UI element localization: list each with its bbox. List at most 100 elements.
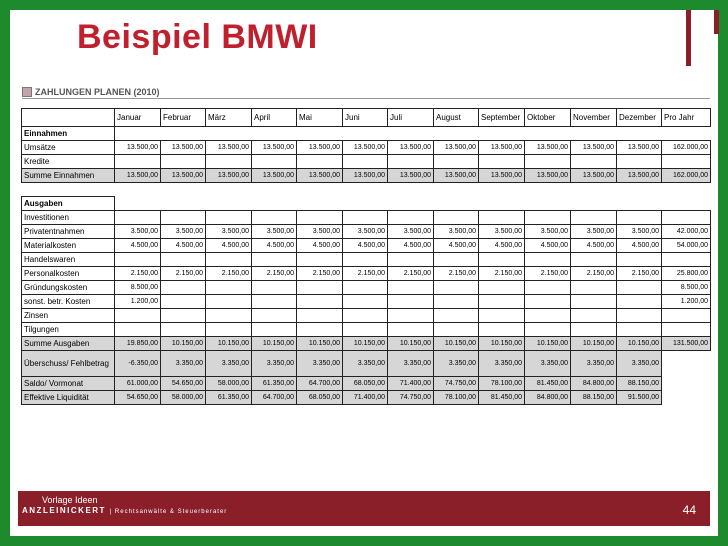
column-header: November bbox=[570, 108, 617, 127]
table-row bbox=[21, 182, 711, 197]
payment-plan-table: Januar Februar März April Mai Juni Juli August S… bbox=[21, 108, 711, 405]
empty-cell bbox=[662, 183, 711, 197]
value-cell bbox=[251, 154, 297, 169]
empty-cell bbox=[662, 127, 711, 141]
section-title: ZAHLUNGEN PLANEN (2010) bbox=[35, 87, 160, 97]
row-label: Summe Einnahmen bbox=[21, 168, 115, 183]
value-cell: 4.500,00 bbox=[387, 238, 434, 253]
table-row: Saldo/ Vormonat 61.000,00 54.650,00 58.000,… bbox=[21, 376, 711, 391]
header-row: Januar Februar März April Mai Juni Juli August S… bbox=[21, 108, 711, 127]
value-cell: 64.700,00 bbox=[251, 390, 297, 405]
row-label: Überschuss/ Fehlbetrag bbox=[21, 350, 115, 377]
value-cell bbox=[661, 252, 711, 267]
value-cell bbox=[387, 252, 434, 267]
value-cell: 25.800,00 bbox=[661, 266, 711, 281]
value-cell: 4.500,00 bbox=[342, 238, 388, 253]
value-cell bbox=[342, 294, 388, 309]
column-header: Juli bbox=[387, 108, 434, 127]
value-cell bbox=[205, 210, 252, 225]
value-cell bbox=[296, 210, 343, 225]
column-header: April bbox=[251, 108, 297, 127]
value-cell: 3.350,00 bbox=[296, 350, 343, 377]
empty-cell bbox=[525, 183, 571, 197]
value-cell: 4.500,00 bbox=[478, 238, 525, 253]
value-cell: 3.350,00 bbox=[251, 350, 297, 377]
empty-cell bbox=[388, 183, 434, 197]
value-cell bbox=[616, 294, 662, 309]
value-cell bbox=[160, 154, 206, 169]
row-label: Saldo/ Vormonat bbox=[21, 376, 115, 391]
value-cell bbox=[114, 308, 161, 323]
value-cell: 58.000,00 bbox=[160, 390, 206, 405]
empty-cell bbox=[571, 183, 617, 197]
value-cell: 3.350,00 bbox=[616, 350, 662, 377]
row-label: Personalkosten bbox=[21, 266, 115, 281]
table-row: Summe Einnahmen 13.500,00 13.500,00 13.500,… bbox=[21, 168, 711, 183]
footer-bar bbox=[18, 491, 710, 526]
table-row: Materialkosten 4.500,00 4.500,00 4.500,00 4.… bbox=[21, 238, 711, 253]
empty-cell bbox=[388, 197, 434, 211]
value-cell bbox=[570, 154, 617, 169]
column-header: Februar bbox=[160, 108, 206, 127]
row-label: Summe Ausgaben bbox=[21, 336, 115, 351]
value-cell bbox=[661, 210, 711, 225]
value-cell: 4.500,00 bbox=[433, 238, 479, 253]
decor-bar-left bbox=[686, 10, 691, 66]
value-cell: 10.150,00 bbox=[160, 336, 206, 351]
table-row: Tilgungen bbox=[21, 322, 711, 337]
value-cell: 1.200,00 bbox=[661, 294, 711, 309]
value-cell bbox=[478, 210, 525, 225]
value-cell: 2.150,00 bbox=[342, 266, 388, 281]
value-cell bbox=[114, 210, 161, 225]
empty-cell bbox=[206, 183, 252, 197]
table-row: Summe Ausgaben 19.850,00 10.150,00 10.150,0… bbox=[21, 336, 711, 351]
value-cell bbox=[205, 252, 252, 267]
value-cell: 54.000,00 bbox=[661, 238, 711, 253]
value-cell: 81.450,00 bbox=[478, 390, 525, 405]
value-cell bbox=[570, 280, 617, 295]
value-cell: 10.150,00 bbox=[251, 336, 297, 351]
empty-cell bbox=[161, 197, 206, 211]
value-cell bbox=[160, 294, 206, 309]
empty-cell bbox=[434, 197, 479, 211]
value-cell: 13.500,00 bbox=[387, 140, 434, 155]
value-cell: 61.350,00 bbox=[205, 390, 252, 405]
row-label: sonst. betr. Kosten bbox=[21, 294, 115, 309]
empty-cell bbox=[479, 183, 525, 197]
value-cell bbox=[616, 308, 662, 323]
value-cell: 10.150,00 bbox=[296, 336, 343, 351]
value-cell bbox=[205, 322, 252, 337]
value-cell bbox=[205, 294, 252, 309]
value-cell bbox=[205, 308, 252, 323]
empty-cell bbox=[571, 127, 617, 141]
value-cell bbox=[160, 280, 206, 295]
value-cell bbox=[296, 154, 343, 169]
empty-cell bbox=[297, 127, 343, 141]
brand-subtitle: | Rechtsanwälte & Steuerberater bbox=[109, 509, 228, 515]
empty-cell bbox=[479, 197, 525, 211]
value-cell: 131.500,00 bbox=[661, 336, 711, 351]
empty-cell bbox=[206, 127, 252, 141]
value-cell: 3.350,00 bbox=[524, 350, 571, 377]
slide-title: Beispiel BMWI bbox=[77, 18, 318, 56]
value-cell bbox=[387, 210, 434, 225]
value-cell: 162.000,00 bbox=[661, 168, 711, 183]
value-cell: -6.350,00 bbox=[114, 350, 161, 377]
column-header: Pro Jahr bbox=[661, 108, 711, 127]
table-row: Personalkosten 2.150,00 2.150,00 2.150,00 2.… bbox=[21, 266, 711, 281]
empty-cell bbox=[571, 197, 617, 211]
value-cell: 3.350,00 bbox=[387, 350, 434, 377]
row-label: Ausgaben bbox=[21, 196, 115, 211]
value-cell: 88.150,00 bbox=[616, 376, 662, 391]
value-cell bbox=[433, 308, 479, 323]
value-cell bbox=[524, 294, 571, 309]
row-label: Einnahmen bbox=[21, 126, 115, 141]
value-cell: 3.350,00 bbox=[570, 350, 617, 377]
square-bullet-icon bbox=[22, 87, 32, 97]
value-cell: 13.500,00 bbox=[387, 168, 434, 183]
column-header: Dezember bbox=[616, 108, 662, 127]
row-label: Gründungskosten bbox=[21, 280, 115, 295]
value-cell: 3.500,00 bbox=[433, 224, 479, 239]
empty-cell bbox=[434, 127, 479, 141]
empty-cell bbox=[252, 183, 297, 197]
